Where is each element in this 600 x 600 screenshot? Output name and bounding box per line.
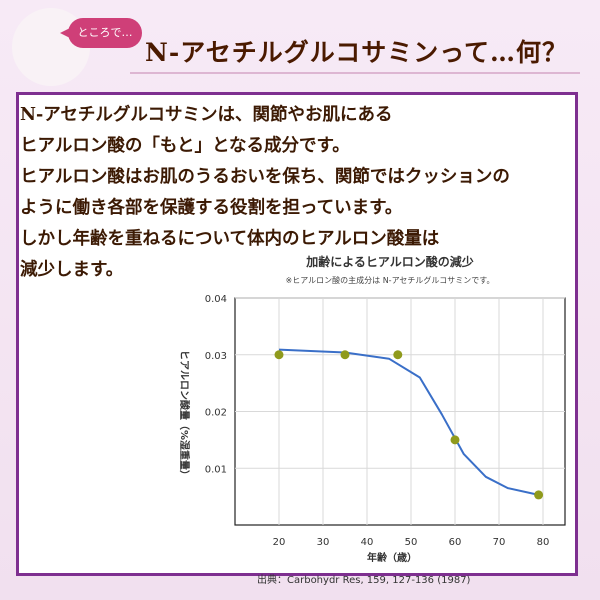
data-point bbox=[274, 350, 284, 360]
description-line: ヒアルロン酸はお肌のうるおいを保ち、関節ではクッションの bbox=[20, 167, 510, 187]
title-underline bbox=[130, 72, 580, 74]
description-line: 減少します。 bbox=[20, 260, 124, 280]
description-line: N-アセチルグルコサミンは、関節やお肌にある bbox=[20, 105, 393, 125]
trend-line bbox=[278, 348, 539, 496]
y-tick-label: 0.02 bbox=[205, 408, 227, 419]
speech-bubble: ところで… bbox=[60, 18, 142, 48]
data-point bbox=[393, 350, 403, 360]
description-line: しかし年齢を重ねるについて体内のヒアルロン酸量は bbox=[20, 229, 440, 249]
y-tick-label: 0.03 bbox=[205, 351, 227, 362]
x-tick-label: 50 bbox=[405, 537, 418, 548]
source-citation: 出典：Carbohydr Res, 159, 127-136 (1987) bbox=[257, 573, 471, 586]
x-tick-label: 80 bbox=[537, 537, 550, 548]
header: ところで… N-アセチルグルコサミンって…何？ bbox=[0, 0, 600, 92]
y-axis-label: ヒアルロン酸量（%湿重量） bbox=[178, 350, 191, 480]
x-tick-label: 70 bbox=[493, 537, 506, 548]
chart-subtitle: ※ヒアルロン酸の主成分は N-アセチルグルコサミンです。 bbox=[286, 275, 495, 285]
chart-title: 加齢によるヒアルロン酸の減少 bbox=[305, 254, 474, 269]
description: N-アセチルグルコサミンは、関節やお肌にある ヒアルロン酸の「もと」となる成分で… bbox=[20, 100, 580, 286]
data-point bbox=[534, 490, 544, 500]
x-axis-label: 年齢（歳） bbox=[367, 551, 417, 564]
data-point bbox=[450, 435, 460, 445]
description-line: ヒアルロン酸の「もと」となる成分です。 bbox=[20, 136, 350, 156]
x-tick-label: 60 bbox=[449, 537, 462, 548]
page-title: N-アセチルグルコサミンって…何？ bbox=[145, 38, 568, 67]
x-tick-label: 30 bbox=[317, 537, 330, 548]
description-line: ように働き各部を保護する役割を担っています。 bbox=[20, 198, 403, 218]
x-tick-label: 40 bbox=[361, 537, 374, 548]
x-tick-label: 20 bbox=[273, 537, 286, 548]
y-tick-label: 0.01 bbox=[205, 464, 227, 475]
y-tick-label: 0.04 bbox=[205, 294, 227, 305]
data-point bbox=[340, 350, 350, 360]
